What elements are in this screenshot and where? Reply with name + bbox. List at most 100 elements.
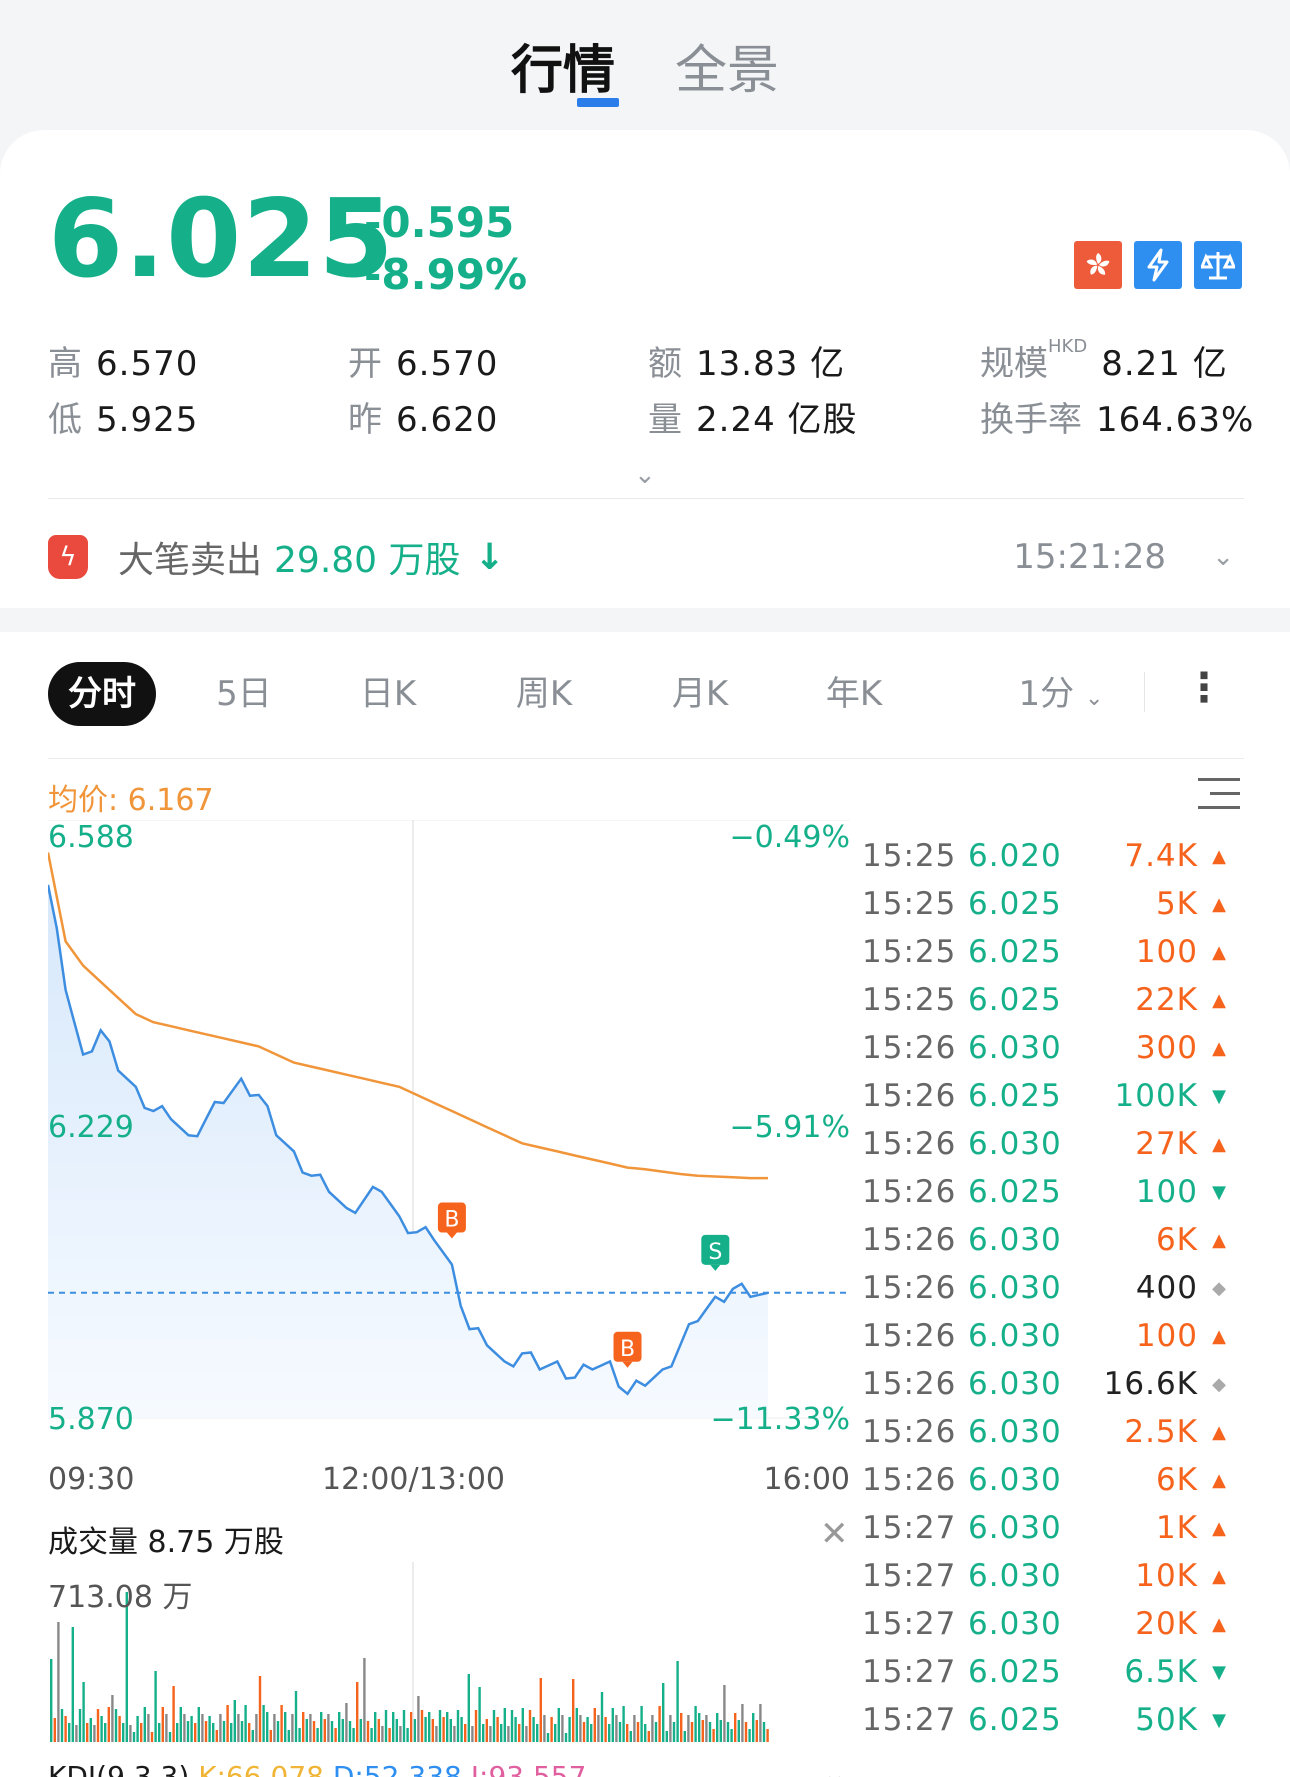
- close-icon[interactable]: ✕: [820, 1514, 849, 1554]
- trade-direction-icon: ▲: [1212, 846, 1226, 867]
- tab-intraday[interactable]: 分时: [48, 662, 156, 726]
- volume-bar: [410, 1712, 413, 1742]
- volume-bar: [122, 1723, 125, 1742]
- trade-price: 6.030: [968, 1318, 1062, 1354]
- trade-row: 15:27 6.025 6.5K ▼: [862, 1648, 1252, 1696]
- tab-1min[interactable]: 1分 ⌄: [996, 662, 1126, 726]
- chevron-down-icon[interactable]: ⌄: [1212, 542, 1234, 572]
- trade-volume: 27K: [1135, 1126, 1198, 1162]
- more-icon[interactable]: ⋮: [1184, 665, 1224, 711]
- tab-day-k[interactable]: 日K: [359, 674, 417, 714]
- volume-bar: [651, 1715, 654, 1742]
- volume-bar: [518, 1724, 521, 1742]
- trade-marker-label: B: [444, 1208, 459, 1233]
- hk-flag-icon[interactable]: [1074, 241, 1122, 289]
- volume-bar: [183, 1714, 186, 1742]
- trade-volume: 22K: [1135, 982, 1198, 1018]
- volume-bar: [107, 1707, 110, 1742]
- trade-direction-icon: ▲: [1212, 1422, 1226, 1443]
- intraday-chart[interactable]: B B S 6.588 6.229 5.870 −0.49% −5.91% −11.…: [46, 819, 850, 1520]
- volume-bar: [575, 1708, 578, 1742]
- kdj-j: J:93.557: [470, 1760, 587, 1777]
- trade-row: 15:27 6.025 50K ▼: [862, 1696, 1252, 1744]
- y-axis-bottom: 5.870: [48, 1402, 134, 1437]
- balance-scale-icon[interactable]: [1194, 241, 1242, 289]
- volume-bar: [478, 1687, 481, 1742]
- volume-bar: [521, 1708, 524, 1742]
- volume-bar: [647, 1731, 650, 1742]
- trade-time: 15:26: [862, 1270, 957, 1306]
- volume-bar: [316, 1728, 319, 1742]
- volume-bar: [262, 1705, 265, 1742]
- volume-bar: [100, 1716, 103, 1742]
- volume-bar: [525, 1726, 528, 1742]
- volume-bar: [514, 1717, 517, 1742]
- trade-row: 15:27 6.030 20K ▲: [862, 1600, 1252, 1648]
- stat-turnover: 换手率 164.63%: [980, 400, 1255, 440]
- tab-panorama[interactable]: 全景: [675, 28, 779, 103]
- top-tab-bar: 行情 全景: [0, 0, 1290, 130]
- volume-bar: [593, 1708, 596, 1742]
- volume-bar: [330, 1721, 334, 1742]
- volume-bar: [406, 1728, 409, 1742]
- volume-bar: [654, 1722, 658, 1742]
- volume-bar: [730, 1729, 733, 1742]
- tab-week-k[interactable]: 周K: [515, 674, 573, 714]
- pct-axis-bottom: −11.33%: [710, 1402, 850, 1437]
- volume-bar: [705, 1715, 708, 1742]
- volume-bar: [766, 1729, 769, 1742]
- tab-month-k[interactable]: 月K: [671, 674, 729, 714]
- volume-bar: [402, 1710, 406, 1742]
- tab-year-k[interactable]: 年K: [825, 674, 883, 714]
- volume-bar: [615, 1715, 618, 1742]
- tab-quote[interactable]: 行情: [510, 28, 619, 107]
- volume-bar: [712, 1729, 715, 1742]
- volume-bar: [50, 1659, 53, 1742]
- volume-bar: [132, 1732, 136, 1742]
- trade-direction-icon: ▲: [1212, 894, 1226, 915]
- trade-ticks-list[interactable]: 15:25 6.020 7.4K ▲ 15:25 6.025 5K ▲ 15:25 6.025 10…: [862, 832, 1252, 1744]
- trade-direction-icon: ▼: [1212, 1662, 1226, 1683]
- tab-quote-label: 行情: [510, 40, 615, 101]
- volume-bar: [240, 1721, 244, 1742]
- price-change-pct: -8.99%: [364, 250, 528, 299]
- trade-price: 6.030: [968, 1270, 1062, 1306]
- volume-bar: [683, 1731, 686, 1742]
- volume-bar: [204, 1721, 208, 1742]
- trade-time: 15:27: [862, 1606, 957, 1642]
- volume-bar: [381, 1726, 384, 1742]
- volume-bar: [114, 1709, 118, 1742]
- trade-volume: 10K: [1135, 1558, 1198, 1594]
- trade-direction-icon: ▼: [1212, 1086, 1226, 1107]
- chart-card: 分时 5日 日K 周K 月K 年K 1分 ⌄ ⋮ 均价: 6.167 B B S 6…: [0, 632, 1290, 1777]
- volume-bar: [68, 1723, 71, 1742]
- tab-5day[interactable]: 5日: [216, 674, 272, 714]
- volume-bar: [597, 1715, 600, 1742]
- volume-bar: [701, 1720, 704, 1742]
- price-change: -0.595: [364, 198, 515, 247]
- volume-bar: [323, 1719, 326, 1742]
- close-icon[interactable]: ⌄: [822, 1757, 848, 1777]
- trade-row: 15:26 6.030 16.6K ◆: [862, 1360, 1252, 1408]
- trade-direction-icon: ▲: [1212, 942, 1226, 963]
- trade-row: 15:26 6.025 100 ▼: [862, 1168, 1252, 1216]
- volume-bar: [467, 1674, 470, 1742]
- x-axis-end: 16:00: [763, 1462, 850, 1497]
- trade-volume: 400: [1135, 1270, 1198, 1306]
- trade-row: 15:27 6.030 10K ▲: [862, 1552, 1252, 1600]
- trade-time: 15:26: [862, 1078, 957, 1114]
- big-order-alert[interactable]: ϟ 大笔卖出 29.80 万股 ↓ 15:21:28 ⌄: [48, 522, 1244, 592]
- expand-chevron-icon[interactable]: ⌄: [634, 460, 656, 490]
- divider: [1144, 672, 1145, 712]
- volume-bar: [89, 1718, 92, 1742]
- list-icon[interactable]: [1198, 776, 1240, 812]
- trade-volume: 100: [1135, 1174, 1198, 1210]
- volume-bar: [222, 1721, 226, 1742]
- chevron-down-icon: ⌄: [1085, 686, 1104, 711]
- volume-bar: [734, 1713, 737, 1742]
- lightning-icon[interactable]: [1134, 241, 1182, 289]
- volume-bar: [186, 1721, 190, 1742]
- volume-bar: [752, 1713, 755, 1742]
- trade-time: 15:26: [862, 1462, 957, 1498]
- volume-bar: [719, 1720, 722, 1742]
